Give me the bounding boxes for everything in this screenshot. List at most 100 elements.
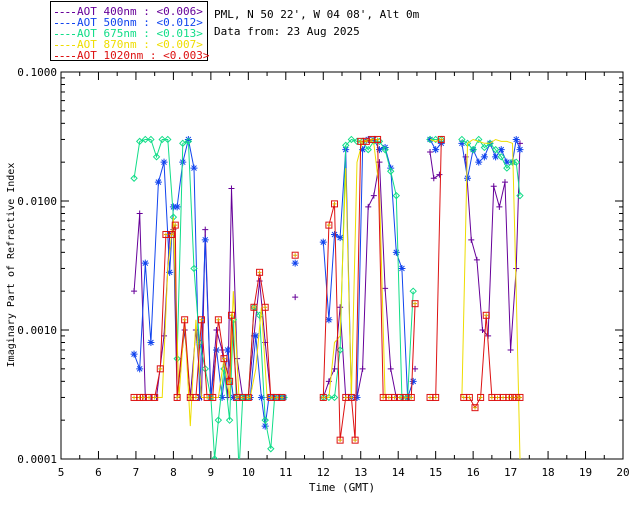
data-point-inner — [461, 395, 466, 400]
data-point — [411, 300, 419, 308]
data-point — [147, 135, 155, 144]
legend-swatch-400 — [55, 11, 75, 13]
legend-label-1020: AOT 1020nm : <0.003> — [77, 49, 210, 62]
data-point-inner — [199, 317, 204, 322]
data-point — [227, 311, 235, 319]
data-point-inner — [413, 301, 418, 306]
data-point-inner — [263, 305, 268, 310]
legend-item-400: AOT 400nm : <0.006> — [55, 6, 203, 17]
data-point — [398, 264, 406, 272]
data-point — [164, 135, 172, 144]
x-tick-label: 19 — [579, 466, 592, 479]
data-point — [252, 332, 260, 340]
data-point — [426, 135, 434, 144]
data-point — [202, 226, 209, 233]
data-point — [151, 393, 159, 401]
data-point — [386, 167, 395, 175]
data-point — [181, 316, 189, 324]
x-tick-label: 12 — [317, 466, 330, 479]
data-point-inner — [332, 201, 337, 206]
y-axis-label: Imaginary Part of Refractive Index — [6, 163, 17, 368]
data-point — [512, 135, 520, 143]
x-tick-label: 6 — [95, 466, 102, 479]
y-tick-label: 0.0100 — [17, 195, 57, 208]
x-axis-label: Time (GMT) — [309, 481, 375, 494]
data-point-inner — [375, 137, 380, 142]
data-point-inner — [163, 232, 168, 237]
x-tick-label: 18 — [541, 466, 554, 479]
x-tick-label: 10 — [242, 466, 255, 479]
data-point — [152, 153, 161, 161]
y-tick-label: 0.0001 — [17, 453, 57, 466]
data-point — [375, 146, 383, 154]
data-point — [387, 365, 394, 372]
series-line — [465, 143, 521, 351]
x-tick-label: 5 — [58, 466, 65, 479]
x-tick-label: 7 — [133, 466, 140, 479]
data-point-inner — [188, 395, 193, 400]
data-point-inner — [506, 395, 511, 400]
data-point — [244, 393, 252, 401]
data-point-inner — [246, 395, 251, 400]
data-point-inner — [398, 395, 403, 400]
series-aot-675nm — [130, 135, 524, 459]
data-point — [261, 303, 269, 311]
data-point — [226, 377, 234, 385]
data-point — [256, 277, 263, 284]
data-point — [342, 141, 350, 150]
legend-item-1020: AOT 1020nm : <0.003> — [55, 50, 209, 61]
data-point — [168, 230, 176, 238]
data-point — [331, 230, 339, 238]
data-point — [291, 259, 299, 267]
data-point-inner — [152, 395, 157, 400]
legend-item-870: AOT 870nm : <0.007> — [55, 39, 203, 50]
data-point — [469, 145, 477, 154]
data-point — [190, 164, 198, 172]
data-point — [190, 264, 198, 273]
data-point-inner — [495, 395, 500, 400]
data-point — [512, 158, 520, 166]
data-point — [156, 365, 164, 373]
data-point-inner — [193, 395, 198, 400]
data-point — [261, 422, 269, 430]
y-tick-label: 0.1000 — [17, 66, 57, 79]
data-point-inner — [403, 395, 408, 400]
data-point — [497, 146, 505, 154]
data-point — [359, 365, 366, 372]
data-point-inner — [141, 395, 146, 400]
data-point-inner — [229, 313, 234, 318]
data-point — [381, 143, 389, 151]
data-point — [464, 174, 472, 182]
y-tick-label: 0.0010 — [17, 324, 57, 337]
data-point — [477, 393, 485, 401]
legend-swatch-500 — [55, 22, 75, 24]
legend-item-675: AOT 675nm : <0.013> — [55, 28, 203, 39]
data-point — [513, 265, 520, 272]
data-point — [374, 135, 382, 143]
data-point — [496, 203, 503, 210]
site-info: PML, N 50 22', W 04 08', Alt 0m — [214, 8, 420, 21]
data-point-inner — [358, 139, 363, 144]
data-point — [468, 236, 475, 243]
data-point-inner — [210, 395, 215, 400]
data-point — [256, 268, 264, 276]
data-point — [196, 393, 204, 401]
data-point — [381, 145, 389, 154]
data-point — [184, 137, 193, 146]
data-point — [225, 416, 234, 424]
data-point — [475, 135, 483, 144]
data-point — [347, 135, 356, 144]
data-point — [228, 185, 235, 192]
data-point — [364, 145, 372, 154]
data-point-inner — [274, 395, 279, 400]
data-point-inner — [510, 395, 515, 400]
data-point-inner — [240, 395, 245, 400]
data-point — [131, 288, 138, 295]
data-point — [503, 164, 511, 172]
legend-label-675: AOT 675nm : <0.013> — [77, 27, 203, 40]
data-point — [497, 153, 505, 161]
legend: AOT 400nm : <0.006> AOT 500nm : <0.012> … — [50, 1, 209, 61]
data-point-inner — [467, 395, 472, 400]
data-point-inner — [489, 395, 494, 400]
data-point — [458, 139, 466, 147]
